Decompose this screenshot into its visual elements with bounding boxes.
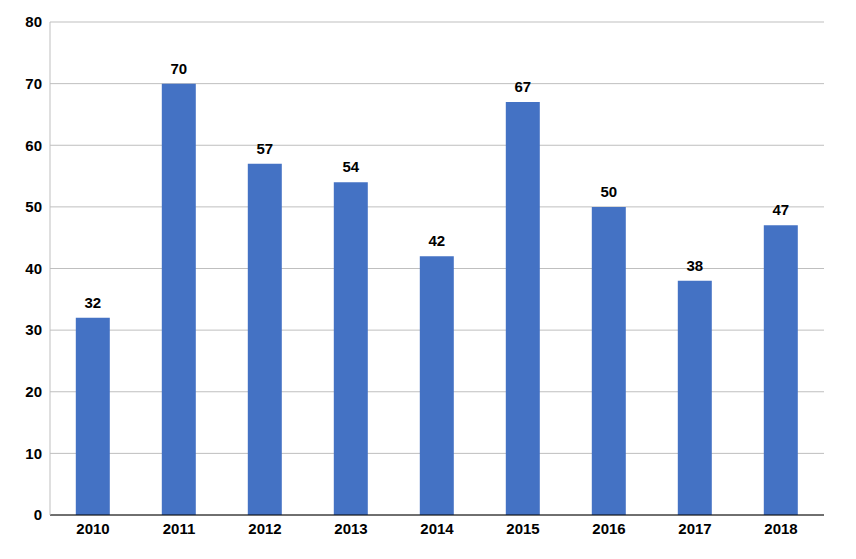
svg-text:38: 38 bbox=[686, 257, 703, 274]
svg-text:2018: 2018 bbox=[764, 520, 797, 537]
svg-text:10: 10 bbox=[25, 445, 42, 462]
svg-text:30: 30 bbox=[25, 321, 42, 338]
svg-text:2016: 2016 bbox=[592, 520, 625, 537]
svg-text:2017: 2017 bbox=[678, 520, 711, 537]
svg-text:60: 60 bbox=[25, 137, 42, 154]
svg-text:40: 40 bbox=[25, 260, 42, 277]
svg-text:80: 80 bbox=[25, 13, 42, 30]
svg-text:0: 0 bbox=[34, 506, 42, 523]
svg-text:2014: 2014 bbox=[420, 520, 454, 537]
svg-text:67: 67 bbox=[514, 78, 531, 95]
svg-text:47: 47 bbox=[772, 201, 789, 218]
svg-text:70: 70 bbox=[25, 75, 42, 92]
svg-text:42: 42 bbox=[428, 232, 445, 249]
svg-text:50: 50 bbox=[25, 198, 42, 215]
svg-text:2012: 2012 bbox=[248, 520, 281, 537]
svg-text:50: 50 bbox=[600, 183, 617, 200]
svg-text:2015: 2015 bbox=[506, 520, 539, 537]
svg-text:32: 32 bbox=[84, 294, 101, 311]
svg-text:54: 54 bbox=[342, 158, 359, 175]
svg-text:57: 57 bbox=[256, 140, 273, 157]
svg-text:2011: 2011 bbox=[163, 520, 196, 537]
svg-text:2010: 2010 bbox=[76, 520, 109, 537]
svg-text:2013: 2013 bbox=[334, 520, 367, 537]
svg-text:20: 20 bbox=[25, 383, 42, 400]
svg-text:70: 70 bbox=[170, 60, 187, 77]
